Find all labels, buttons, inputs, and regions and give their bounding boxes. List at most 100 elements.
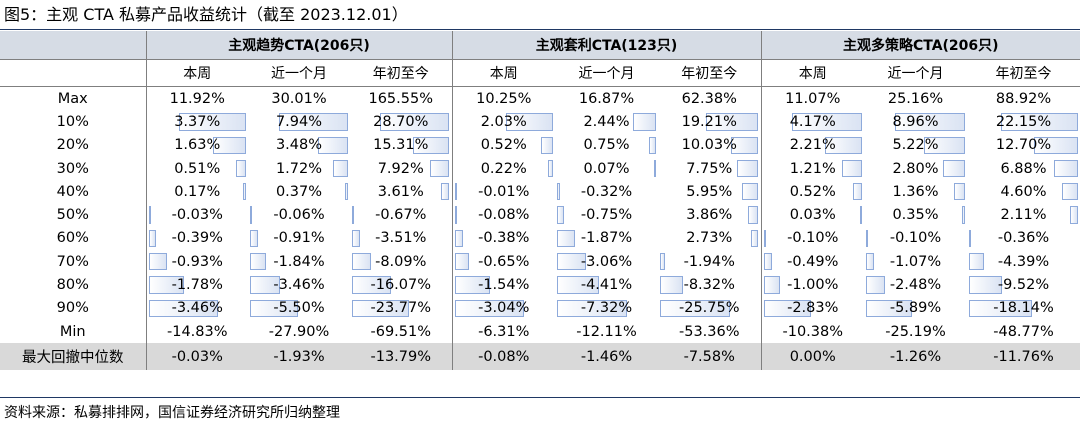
figure-title: 图5：主观 CTA 私募产品收益统计（截至 2023.12.01） (4, 5, 408, 24)
data-bar (278, 113, 348, 131)
data-bar (706, 113, 759, 131)
value-cell: -4.41% (555, 273, 658, 296)
value-text: 0.03% (789, 207, 836, 224)
cta-stats-table: 主观趋势CTA(206只) 主观套利CTA(123只) 主观多策略CTA(206… (0, 31, 1080, 371)
table-row: 40% 0.17% 0.37% 3.61% -0.01% -0.32% 5.95% 0.52%… (0, 180, 1080, 204)
value-text: -8.09% (375, 253, 427, 270)
value-cell: -0.08% (451, 203, 555, 227)
data-bar (969, 253, 985, 271)
value-text: 10.25% (476, 90, 532, 107)
value-cell: -14.83% (145, 319, 248, 344)
value-text: -0.49% (787, 253, 839, 270)
value-text: 1.21% (789, 160, 836, 177)
value-cell: -0.38% (451, 226, 555, 251)
data-bar (547, 159, 553, 178)
value-cell: 4.60% (967, 180, 1080, 203)
data-bar (894, 113, 965, 131)
value-cell: 0.17% (145, 180, 248, 204)
value-text: 5.22% (892, 137, 939, 154)
value-text: -7.58% (683, 348, 735, 365)
data-bar (412, 136, 450, 154)
value-text: -0.03% (171, 207, 223, 224)
value-text: 2.73% (686, 230, 733, 247)
value-cell: -5.50% (248, 297, 350, 320)
data-bar (250, 299, 299, 317)
value-text: 0.52% (789, 183, 836, 200)
data-bar (148, 299, 218, 317)
value-text: 6.88% (1000, 160, 1047, 177)
subcolumn-header: 近一个月 (248, 59, 350, 87)
value-cell: 4.17% (760, 110, 864, 134)
value-cell: -0.06% (248, 203, 350, 226)
group-header: 主观趋势CTA(206只) (145, 31, 452, 60)
value-text: -1.26% (889, 348, 942, 365)
value-text: -2.48% (889, 277, 942, 294)
value-text: -11.76% (993, 348, 1054, 365)
row-label: Max (57, 90, 88, 107)
value-cell: 62.38% (658, 87, 761, 111)
subcolumn-header: 近一个月 (555, 59, 658, 87)
data-bar (853, 183, 862, 201)
value-cell: 2.44% (555, 110, 658, 133)
data-bar (866, 229, 869, 248)
value-cell: 7.75% (658, 157, 761, 180)
data-bar (763, 299, 811, 317)
value-text: 165.55% (368, 90, 433, 107)
value-text: -10.38% (782, 323, 844, 340)
table-row: 50% -0.03% -0.06% -0.67% -0.08% -0.75% 3.86% 0.… (0, 203, 1080, 227)
value-text: -8.32% (683, 277, 735, 294)
data-bar (1000, 113, 1078, 131)
value-cell: -18.14% (967, 297, 1080, 320)
value-cell: 3.61% (350, 180, 452, 203)
data-bar (250, 276, 281, 294)
value-text: -1.00% (787, 277, 839, 294)
data-bar (648, 136, 656, 154)
value-text: 7.75% (686, 160, 733, 177)
value-cell: 19.21% (658, 110, 761, 133)
value-cell: -2.48% (864, 273, 967, 296)
summary-value: -7.58% (658, 343, 761, 371)
value-text: 15.31% (373, 137, 429, 154)
source-note: 资料来源：私募排排网，国信证券经济研究所归纳整理 (4, 405, 340, 421)
data-bar (1061, 183, 1078, 201)
data-bar (332, 159, 348, 178)
value-text: -3.06% (580, 253, 633, 270)
corner-cell (0, 59, 146, 87)
value-text: 2.21% (789, 137, 836, 154)
value-text: -3.51% (375, 230, 427, 247)
data-bar (962, 206, 965, 224)
value-text: -48.77% (993, 323, 1054, 340)
data-bar (924, 136, 965, 154)
value-cell: -5.89% (864, 297, 967, 320)
value-cell: 15.31% (350, 134, 452, 157)
table-row: Max 11.92% 30.01% 165.55% 10.25% 16.87% 62.38%… (0, 86, 1080, 111)
value-cell: -53.36% (658, 320, 761, 343)
value-cell: 0.03% (760, 203, 864, 227)
value-cell: 5.22% (864, 134, 967, 157)
value-text: 3.86% (686, 207, 733, 224)
data-bar (148, 206, 151, 224)
data-bar (352, 253, 372, 271)
data-bar (454, 299, 525, 317)
value-cell: -3.04% (451, 296, 555, 320)
data-bar (352, 276, 391, 294)
value-cell: -0.75% (555, 203, 658, 226)
value-text: 0.00% (789, 348, 836, 365)
value-text: 11.92% (169, 90, 225, 107)
value-cell: -1.00% (760, 273, 864, 297)
value-cell: 1.63% (145, 133, 248, 157)
value-text: -0.65% (478, 253, 530, 270)
value-cell: 6.88% (967, 157, 1080, 180)
value-text: -53.36% (678, 323, 740, 340)
data-bar (541, 136, 553, 154)
data-bar (859, 206, 862, 224)
value-text: -0.08% (478, 207, 530, 224)
value-cell: -0.01% (451, 180, 555, 204)
subcolumn-header: 年初至今 (658, 59, 761, 87)
value-text: -0.10% (787, 230, 839, 247)
row-label: Min (59, 323, 86, 340)
value-text: 30.01% (271, 90, 327, 107)
value-text: 3.61% (377, 183, 424, 200)
value-text: 4.17% (789, 113, 836, 130)
value-cell: -6.31% (451, 319, 555, 344)
